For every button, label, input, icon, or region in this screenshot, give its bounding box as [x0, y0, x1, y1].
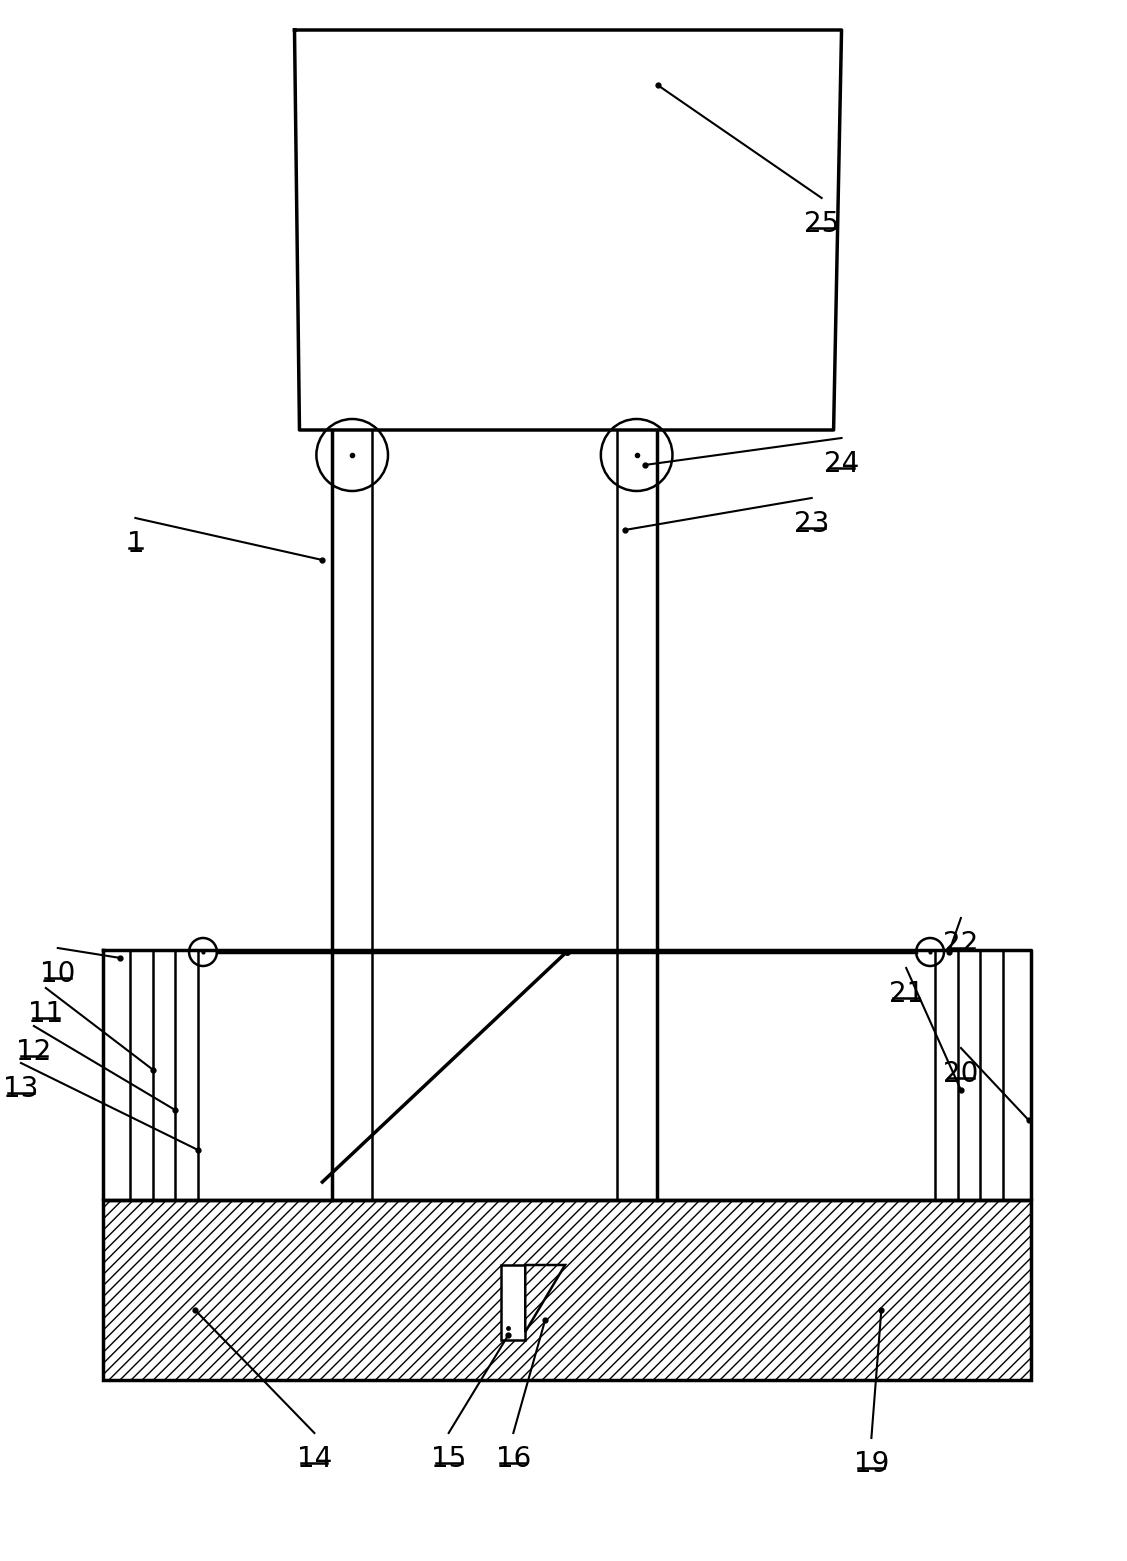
Bar — [103, 1200, 1030, 1380]
Text: 16: 16 — [496, 1445, 531, 1474]
Text: 11: 11 — [28, 1001, 63, 1029]
Text: 10: 10 — [41, 960, 76, 988]
Text: 15: 15 — [431, 1445, 467, 1474]
Bar — [502, 1264, 525, 1339]
Text: 20: 20 — [943, 1060, 978, 1088]
Text: 13: 13 — [3, 1076, 38, 1104]
Text: 19: 19 — [853, 1450, 889, 1478]
Text: 22: 22 — [943, 930, 978, 958]
Text: 14: 14 — [296, 1445, 332, 1474]
Text: 24: 24 — [824, 450, 859, 478]
Text: 23: 23 — [795, 510, 829, 539]
Text: 21: 21 — [888, 980, 924, 1008]
Text: 1: 1 — [126, 531, 144, 557]
Polygon shape — [525, 1264, 565, 1332]
Text: 12: 12 — [16, 1038, 52, 1066]
Text: 25: 25 — [804, 211, 840, 237]
